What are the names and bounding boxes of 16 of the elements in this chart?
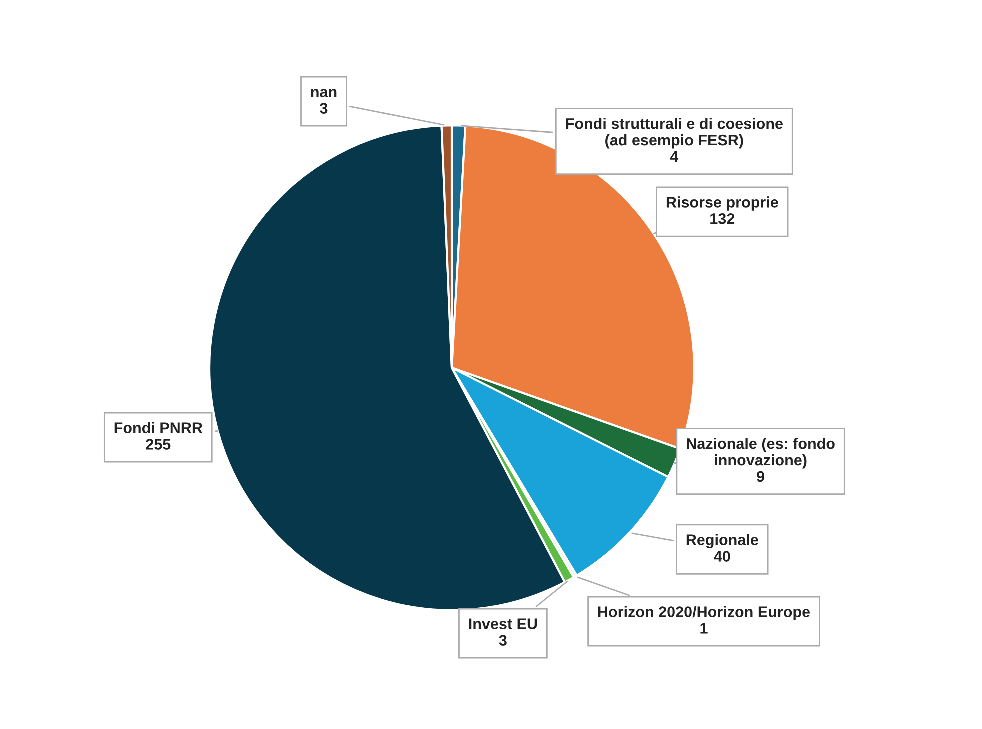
slice-label: Horizon 2020/Horizon Europe [598, 606, 810, 620]
slice-label: Fondi strutturali e di coesione (ad esempio FESR) [566, 118, 783, 149]
slice-label: Risorse proprie [666, 196, 778, 211]
slice-label: Invest EU [469, 618, 538, 630]
data-label: 3 [499, 635, 507, 646]
data-label: 255 [146, 439, 171, 450]
data-label: 3 [320, 103, 328, 114]
data-label: 132 [710, 214, 735, 224]
data-label: 9 [757, 471, 764, 482]
data-label: 1 [700, 623, 708, 634]
slice-label: Regionale [686, 534, 758, 549]
slice-label: Fondi PNRR [114, 422, 203, 434]
slice-label: nan [311, 89, 337, 98]
data-label: 4 [670, 151, 679, 162]
slice-label: Nazionale (es: fondo innovazione) [687, 438, 835, 469]
data-label: 40 [714, 551, 730, 562]
